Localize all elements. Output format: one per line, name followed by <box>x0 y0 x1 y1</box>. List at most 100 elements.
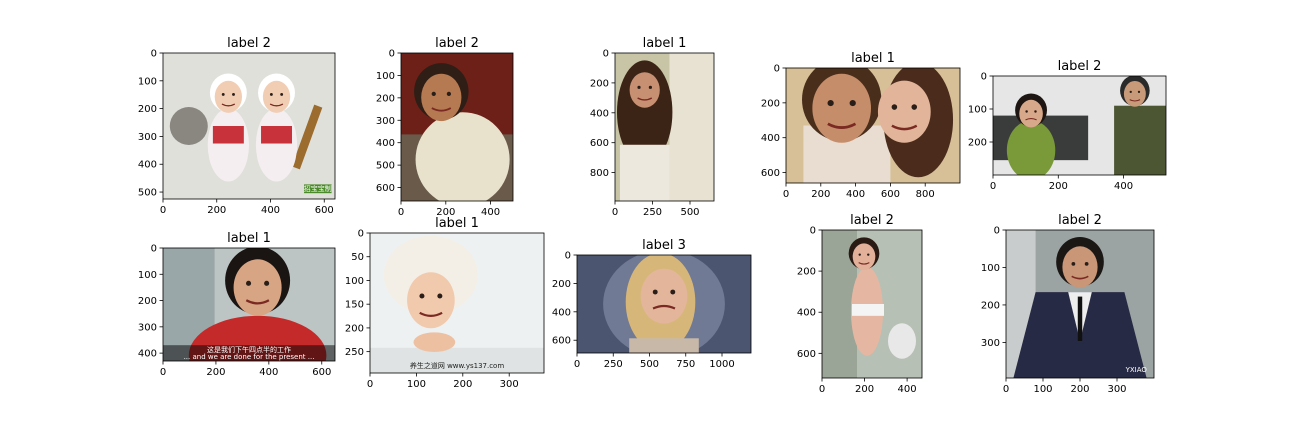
y-tick-label: 100 <box>345 276 364 287</box>
y-tick-label: 50 <box>351 252 364 263</box>
photo-image <box>993 76 1166 175</box>
eye-shape <box>419 293 425 299</box>
face-shape <box>812 73 872 143</box>
axes-frame <box>162 247 336 362</box>
x-tick-label: 0 <box>160 205 166 216</box>
y-tick-label: 100 <box>968 105 987 116</box>
mouth-shape <box>221 103 236 107</box>
image-panel: label 1 0 200 400 600 800 0 200 400 600 <box>761 51 961 200</box>
pot-shape <box>169 107 208 145</box>
face-shape <box>1019 99 1043 128</box>
toilet-shape <box>888 323 916 359</box>
background-people-shape <box>669 53 714 201</box>
x-tick-label: 0 <box>367 379 373 390</box>
x-tick-label: 400 <box>261 205 280 216</box>
photo-overlay-text: YXIAO <box>1125 366 1148 374</box>
blanket-shape <box>415 112 510 201</box>
face-shape <box>421 73 462 122</box>
x-tick-label: 750 <box>676 359 695 370</box>
x-tick-label: 0 <box>783 189 789 200</box>
photo-content <box>1006 230 1147 378</box>
eye-shape <box>269 92 273 96</box>
y-tick-label: 0 <box>774 64 780 75</box>
eye-shape <box>437 293 443 299</box>
x-tick-label: 400 <box>481 207 500 218</box>
y-tick-label: 0 <box>565 251 571 262</box>
photo-content <box>616 53 714 201</box>
face-shape <box>852 243 876 270</box>
floor-shape <box>370 347 544 373</box>
eye-shape <box>446 91 452 96</box>
photo-image <box>822 230 922 378</box>
x-tick-label: 400 <box>898 384 917 395</box>
x-tick-label: 400 <box>846 189 865 200</box>
axes-frame <box>821 229 923 379</box>
photo-content <box>370 235 544 373</box>
x-tick-label: 0 <box>1003 384 1009 395</box>
y-tick-label: 600 <box>552 336 571 347</box>
face-shape <box>640 268 688 324</box>
y-tick-label: 0 <box>151 49 157 60</box>
photo-image: 这是我们下午四点半的工作... and we are done for the … <box>163 248 335 361</box>
photo-content <box>163 248 335 361</box>
y-tick-label: 200 <box>138 104 157 115</box>
panel-title: label 1 <box>227 231 271 246</box>
axes-frame <box>614 52 715 202</box>
baby-body-shape <box>207 108 249 182</box>
panel-title: label 1 <box>851 51 895 66</box>
image-panel: label 2 0 200 400 0 100 200 <box>968 59 1167 192</box>
x-tick-label: 250 <box>643 207 662 218</box>
eye-shape <box>431 91 436 96</box>
y-tick-label: 100 <box>138 270 157 281</box>
eye-shape <box>670 289 676 295</box>
image-panel: label 2 0 200 400 0 200 400 600 <box>797 213 923 395</box>
x-tick-label: 0 <box>990 181 996 192</box>
y-tick-label: 150 <box>345 300 364 311</box>
eye-shape <box>911 104 918 110</box>
y-tick-label: 400 <box>376 138 395 149</box>
mouth-shape <box>1025 118 1037 121</box>
y-tick-label: 200 <box>968 138 987 149</box>
x-tick-label: 100 <box>1033 384 1052 395</box>
mouth-shape <box>891 124 918 131</box>
eye-shape <box>1084 262 1089 266</box>
mouth-shape <box>269 103 284 107</box>
x-tick-label: 800 <box>916 189 935 200</box>
photo-overlay-text: 招宝宝制 <box>304 184 332 193</box>
axes-frame <box>162 52 336 200</box>
face-shape <box>407 272 455 329</box>
photo-content <box>822 230 916 378</box>
eye-shape <box>246 280 252 286</box>
y-tick-label: 0 <box>810 226 816 237</box>
image-panel: 这是我们下午四点半的工作... and we are done for the … <box>138 231 336 378</box>
y-tick-label: 200 <box>552 279 571 290</box>
x-tick-label: 200 <box>1049 181 1068 192</box>
y-tick-label: 200 <box>590 78 609 89</box>
panel-title: label 1 <box>435 216 479 231</box>
x-tick-label: 100 <box>407 379 426 390</box>
shoulders-shape <box>629 338 699 353</box>
man-back-shape <box>1114 105 1166 175</box>
x-tick-label: 200 <box>811 189 830 200</box>
panel-title: label 2 <box>1058 59 1102 74</box>
x-tick-label: 0 <box>612 207 618 218</box>
y-tick-label: 0 <box>389 49 395 60</box>
x-tick-label: 0 <box>160 367 166 378</box>
eye-shape <box>891 104 898 110</box>
hands-shape <box>413 332 456 352</box>
x-tick-label: 200 <box>206 367 225 378</box>
mouth-shape <box>1129 99 1141 102</box>
x-tick-label: 600 <box>312 367 331 378</box>
eye-shape <box>280 92 284 96</box>
y-tick-label: 200 <box>138 296 157 307</box>
y-tick-label: 400 <box>590 108 609 119</box>
y-tick-label: 250 <box>345 347 364 358</box>
eye-shape <box>1129 90 1132 94</box>
x-tick-label: 200 <box>436 207 455 218</box>
x-tick-label: 400 <box>1114 181 1133 192</box>
eye-shape <box>652 289 658 295</box>
photo-image: 养生之道网 www.ys137.com <box>370 233 544 373</box>
spatula-shape <box>291 104 323 170</box>
